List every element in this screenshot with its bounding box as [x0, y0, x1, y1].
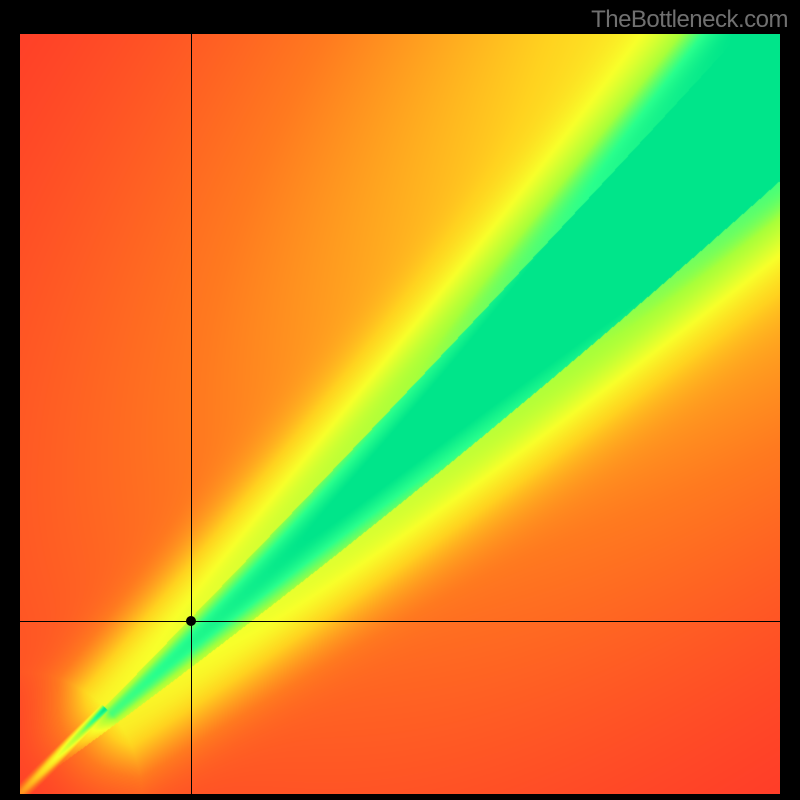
crosshair-marker — [186, 616, 196, 626]
crosshair-horizontal — [20, 621, 780, 622]
heatmap-plot — [20, 34, 780, 794]
heatmap-canvas — [20, 34, 780, 794]
watermark-text: TheBottleneck.com — [591, 6, 788, 34]
crosshair-vertical — [191, 34, 192, 794]
